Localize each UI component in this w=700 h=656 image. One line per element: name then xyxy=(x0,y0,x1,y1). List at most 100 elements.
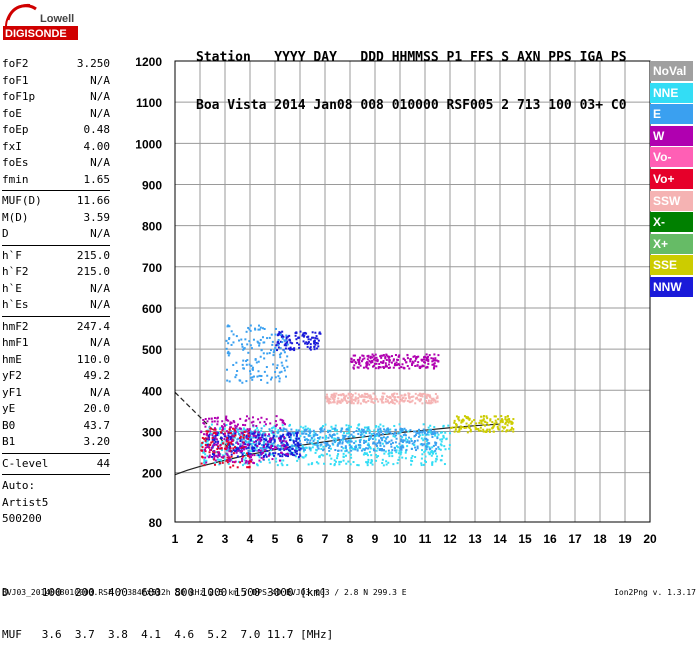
echo-point xyxy=(465,426,468,429)
echo-point xyxy=(468,427,471,430)
echo-point xyxy=(367,458,370,461)
echo-point xyxy=(348,444,351,447)
echo-point xyxy=(213,420,216,423)
echo-point xyxy=(382,401,385,404)
param-row: h`Es N/A xyxy=(2,297,110,314)
echo-point xyxy=(206,446,209,449)
echo-point xyxy=(376,447,379,450)
echo-point xyxy=(351,447,354,450)
echo-point xyxy=(268,336,271,339)
echo-point xyxy=(336,443,339,446)
echo-point xyxy=(235,335,238,338)
echo-point xyxy=(227,350,230,353)
echo-point xyxy=(262,448,265,451)
echo-point xyxy=(326,441,329,444)
echo-point xyxy=(406,365,409,368)
echo-point xyxy=(280,370,283,373)
echo-point xyxy=(499,421,502,424)
echo-point xyxy=(257,360,260,363)
echo-point xyxy=(278,459,281,462)
echo-point xyxy=(205,459,208,462)
echo-point xyxy=(329,398,332,401)
echo-point xyxy=(390,443,393,446)
echo-point xyxy=(316,433,319,436)
echo-point xyxy=(203,438,206,441)
echo-point xyxy=(347,424,350,427)
echo-point xyxy=(297,456,300,459)
echo-point xyxy=(507,421,510,424)
echo-point xyxy=(261,446,264,449)
echo-point xyxy=(282,459,285,462)
echo-point xyxy=(282,433,285,436)
x-tick-label: 20 xyxy=(643,532,657,546)
echo-point xyxy=(376,442,379,445)
echo-point xyxy=(269,422,272,425)
echo-point xyxy=(264,423,267,426)
echo-point xyxy=(230,442,233,445)
echo-point xyxy=(306,441,309,444)
echo-point xyxy=(352,461,355,464)
echo-point xyxy=(225,347,228,350)
echo-point xyxy=(295,331,298,334)
echo-point xyxy=(382,365,385,368)
echo-point xyxy=(358,362,361,365)
echo-point xyxy=(331,396,334,399)
echo-point xyxy=(502,427,505,430)
echo-point xyxy=(216,423,219,426)
echo-point xyxy=(237,443,240,446)
echo-point xyxy=(426,357,429,360)
echo-point xyxy=(365,361,368,364)
echo-point xyxy=(375,397,378,400)
auto-label: Auto: xyxy=(2,479,36,492)
echo-point xyxy=(203,449,206,452)
echo-point xyxy=(258,459,261,462)
echo-point xyxy=(305,332,308,335)
echo-point xyxy=(443,463,446,466)
echo-point xyxy=(385,437,388,440)
echo-point xyxy=(425,401,428,404)
echo-point xyxy=(206,434,209,437)
echo-point xyxy=(465,417,468,420)
echo-point xyxy=(373,429,376,432)
echo-point xyxy=(299,425,302,428)
echo-point xyxy=(354,448,357,451)
echo-point xyxy=(219,462,222,465)
echo-point xyxy=(384,362,387,365)
echo-point xyxy=(263,370,266,373)
echo-point xyxy=(243,451,246,454)
header-label: IGA xyxy=(579,50,611,65)
echo-point xyxy=(306,336,309,339)
echo-point xyxy=(477,429,480,432)
echo-point xyxy=(371,401,374,404)
echo-point xyxy=(396,358,399,361)
echo-point xyxy=(211,437,214,440)
echo-point xyxy=(224,435,227,438)
echo-point xyxy=(207,445,210,448)
echo-point xyxy=(307,341,310,344)
echo-point xyxy=(285,440,288,443)
echo-point xyxy=(248,434,251,437)
echo-point xyxy=(426,431,429,434)
echo-point xyxy=(375,434,378,437)
echo-point xyxy=(368,428,371,431)
echo-point xyxy=(384,400,387,403)
echo-point xyxy=(256,426,259,429)
echo-point xyxy=(434,449,437,452)
echo-point xyxy=(415,449,418,452)
param-name: fmin xyxy=(2,172,29,186)
echo-point xyxy=(390,432,393,435)
echo-point xyxy=(352,367,355,370)
echo-point xyxy=(204,446,207,449)
echo-point xyxy=(282,430,285,433)
param-value: 11.66 xyxy=(76,194,110,207)
echo-point xyxy=(309,449,312,452)
param-name: MUF(D) xyxy=(2,194,42,207)
echo-point xyxy=(281,337,284,340)
echo-point xyxy=(463,426,466,429)
echo-point xyxy=(223,423,226,426)
echo-point xyxy=(335,392,338,395)
echo-point xyxy=(214,461,217,464)
param-row: fxI 4.00 xyxy=(2,139,110,156)
echo-point xyxy=(384,357,387,360)
echo-point xyxy=(352,354,355,357)
